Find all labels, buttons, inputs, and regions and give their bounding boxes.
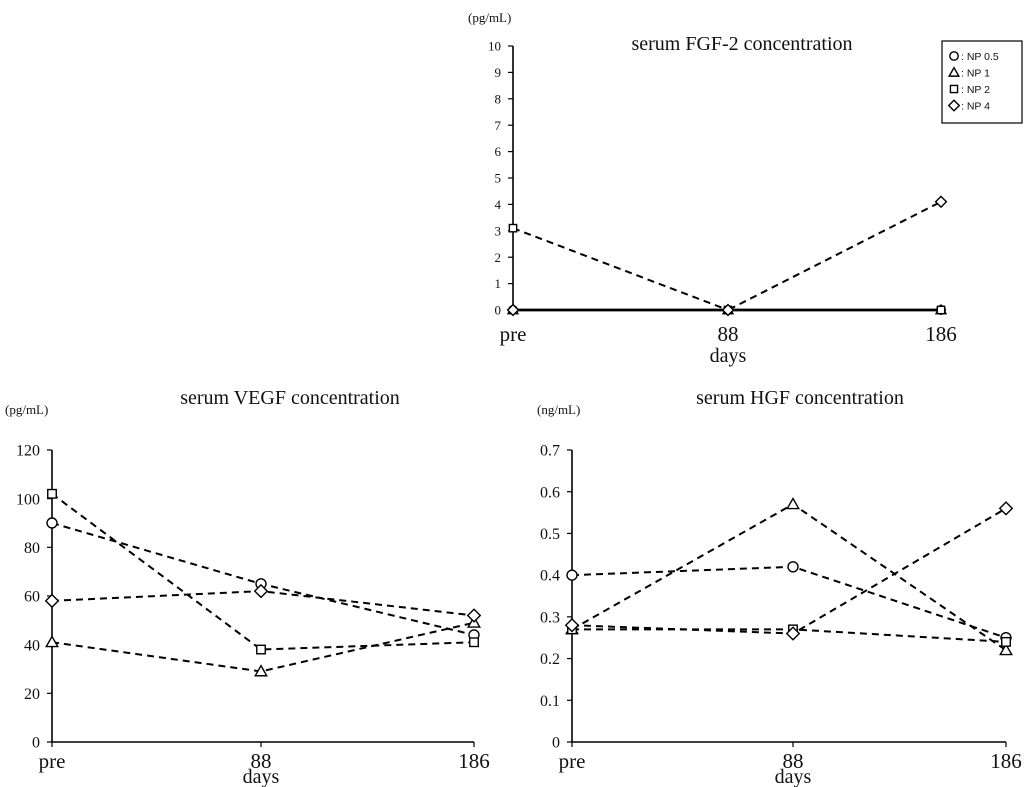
y-tick-label: 6 bbox=[495, 144, 502, 159]
y-tick-label: 1 bbox=[495, 276, 502, 291]
y-tick-label: 0.7 bbox=[540, 443, 560, 460]
y-tick-label: 0.6 bbox=[540, 484, 560, 501]
data-point-square bbox=[47, 488, 57, 499]
legend-items: : NP 0.5 : NP 1 : NP 2 : NP 4 bbox=[947, 51, 999, 113]
data-point-diamond bbox=[785, 626, 801, 641]
x-tick-label: 186 bbox=[458, 749, 490, 773]
data-point-diamond bbox=[253, 583, 269, 599]
data-point-circle bbox=[46, 517, 58, 529]
data-point-circle bbox=[787, 561, 799, 573]
y-tick-label: 40 bbox=[24, 637, 40, 654]
chart-vegf: serum VEGF concentration (pg/mL) 0 20 40 60 80… bbox=[5, 387, 490, 787]
y-tick-label: 2 bbox=[495, 250, 502, 265]
y-tick-label: 4 bbox=[495, 197, 502, 212]
legend-marker-square bbox=[949, 84, 959, 94]
y-tick-label: 60 bbox=[24, 589, 40, 606]
x-tick-label: 186 bbox=[925, 322, 957, 346]
legend-marker-circle bbox=[949, 51, 959, 61]
legend-marker-triangle bbox=[947, 66, 961, 77]
legend-marker-diamond bbox=[947, 99, 961, 112]
x-tick-label: pre bbox=[559, 749, 586, 773]
series-line-square bbox=[51, 492, 475, 651]
y-tick-label: 20 bbox=[24, 686, 40, 703]
y-tick-label: 0.1 bbox=[540, 693, 560, 710]
plots-layer: serum FGF-2 concentration (pg/mL) 0 1 2 3 4 5 6 7… bbox=[5, 10, 1022, 787]
y-tick-label: 9 bbox=[495, 65, 502, 80]
series-line-diamond bbox=[513, 200, 942, 311]
chart-hgf: serum HGF concentration (ng/mL) 0 0.1 0.2 0.3… bbox=[537, 387, 1022, 787]
legend-label: : NP 1 bbox=[961, 68, 990, 80]
x-axis-label: days bbox=[710, 345, 747, 367]
y-tick-label: 3 bbox=[495, 223, 502, 238]
y-tick-label: 120 bbox=[16, 443, 40, 460]
legend-entry: : NP 1 bbox=[947, 66, 990, 80]
x-tick-label: pre bbox=[500, 322, 527, 346]
data-point-triangle bbox=[999, 643, 1013, 656]
y-tick-label: 0.5 bbox=[540, 526, 560, 543]
y-tick-label: 0 bbox=[32, 735, 40, 752]
data-point-diamond bbox=[998, 501, 1014, 516]
data-point-square bbox=[469, 637, 479, 648]
data-point-diamond bbox=[934, 195, 948, 209]
y-unit-label: (ng/mL) bbox=[537, 402, 580, 417]
data-point-diamond bbox=[466, 608, 482, 623]
x-axis-label: days bbox=[243, 766, 280, 787]
x-tick-label: 186 bbox=[990, 749, 1022, 773]
chart-fgf2: serum FGF-2 concentration (pg/mL) 0 1 2 3 4 5 6 7… bbox=[468, 10, 957, 367]
data-point-triangle bbox=[254, 664, 268, 677]
y-tick-label: 0.2 bbox=[540, 651, 560, 668]
data-point-square bbox=[1001, 636, 1011, 647]
data-point-diamond bbox=[506, 303, 520, 317]
y-tick-label: 5 bbox=[495, 171, 502, 186]
data-point-diamond bbox=[44, 593, 60, 609]
x-tick-label: 88 bbox=[718, 322, 739, 346]
legend-entry: : NP 4 bbox=[947, 99, 990, 113]
legend: : NP 0.5 : NP 1 : NP 2 : NP 4 bbox=[941, 40, 1023, 124]
x-tick-label: 88 bbox=[783, 749, 804, 773]
data-point-circle bbox=[566, 569, 578, 581]
legend-label: : NP 2 bbox=[961, 84, 990, 96]
y-tick-label: 0 bbox=[552, 735, 560, 752]
y-tick-label: 0 bbox=[495, 303, 502, 318]
data-point-diamond bbox=[564, 617, 580, 633]
legend-label: : NP 0.5 bbox=[961, 51, 999, 63]
data-point-triangle bbox=[45, 635, 59, 648]
chart-title: serum HGF concentration bbox=[696, 387, 904, 409]
y-tick-label: 80 bbox=[24, 540, 40, 557]
x-tick-label: 88 bbox=[251, 749, 272, 773]
y-tick-label: 8 bbox=[495, 91, 502, 106]
data-point-square bbox=[508, 223, 518, 233]
legend-label: : NP 4 bbox=[961, 101, 990, 113]
data-point-diamond bbox=[721, 303, 735, 317]
y-unit-label: (pg/mL) bbox=[468, 10, 511, 25]
data-point-triangle bbox=[786, 497, 800, 510]
series-line-diamond bbox=[571, 507, 1007, 635]
data-point-square bbox=[936, 305, 946, 315]
x-tick-label: pre bbox=[39, 749, 66, 773]
data-point-square bbox=[256, 644, 266, 655]
y-tick-label: 100 bbox=[16, 491, 40, 508]
series-line-square bbox=[512, 227, 941, 311]
y-tick-label: 7 bbox=[495, 118, 502, 133]
y-tick-label: 0.4 bbox=[540, 568, 560, 585]
y-tick-label: 10 bbox=[488, 39, 501, 54]
legend-entry: : NP 0.5 bbox=[949, 51, 999, 63]
y-unit-label: (pg/mL) bbox=[5, 402, 48, 417]
chart-title: serum FGF-2 concentration bbox=[631, 33, 852, 55]
x-axis-label: days bbox=[775, 766, 812, 787]
y-tick-label: 0.3 bbox=[540, 609, 560, 626]
chart-title: serum VEGF concentration bbox=[180, 387, 400, 409]
legend-entry: : NP 2 bbox=[949, 84, 990, 96]
